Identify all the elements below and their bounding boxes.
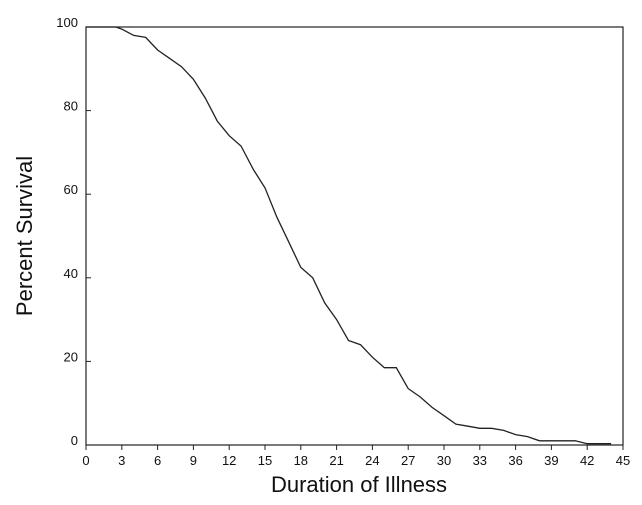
x-tick-label: 45 <box>616 453 630 468</box>
x-tick-label: 21 <box>329 453 343 468</box>
y-tick-label: 20 <box>64 349 78 364</box>
plot-frame <box>85 26 624 446</box>
x-tick-label: 42 <box>580 453 594 468</box>
y-axis-title: Percent Survival <box>12 156 37 316</box>
y-tick-label: 40 <box>64 266 78 281</box>
x-tick-label: 0 <box>82 453 89 468</box>
y-tick-label: 80 <box>64 99 78 114</box>
x-tick-label: 36 <box>508 453 522 468</box>
x-tick-label: 6 <box>154 453 161 468</box>
y-tick-label: 100 <box>56 15 78 30</box>
x-tick-label: 24 <box>365 453 379 468</box>
x-tick-label: 33 <box>473 453 487 468</box>
y-axis-tick-labels: 0 20 40 60 80 100 <box>56 15 78 448</box>
y-axis-ticks <box>86 26 91 446</box>
x-axis-title: Duration of Illness <box>271 472 447 497</box>
x-tick-label: 18 <box>294 453 308 468</box>
x-tick-label: 30 <box>437 453 451 468</box>
x-tick-label: 15 <box>258 453 272 468</box>
x-axis-tick-labels: 0 3 6 9 12 15 18 21 24 27 30 33 36 39 42 45 <box>82 453 630 468</box>
x-tick-label: 9 <box>190 453 197 468</box>
x-tick-label: 3 <box>118 453 125 468</box>
y-tick-label: 60 <box>64 182 78 197</box>
x-axis-ticks <box>85 445 624 450</box>
x-tick-label: 12 <box>222 453 236 468</box>
x-tick-label: 27 <box>401 453 415 468</box>
y-tick-label: 0 <box>71 433 78 448</box>
x-tick-label: 39 <box>544 453 558 468</box>
survival-curve <box>86 26 612 445</box>
